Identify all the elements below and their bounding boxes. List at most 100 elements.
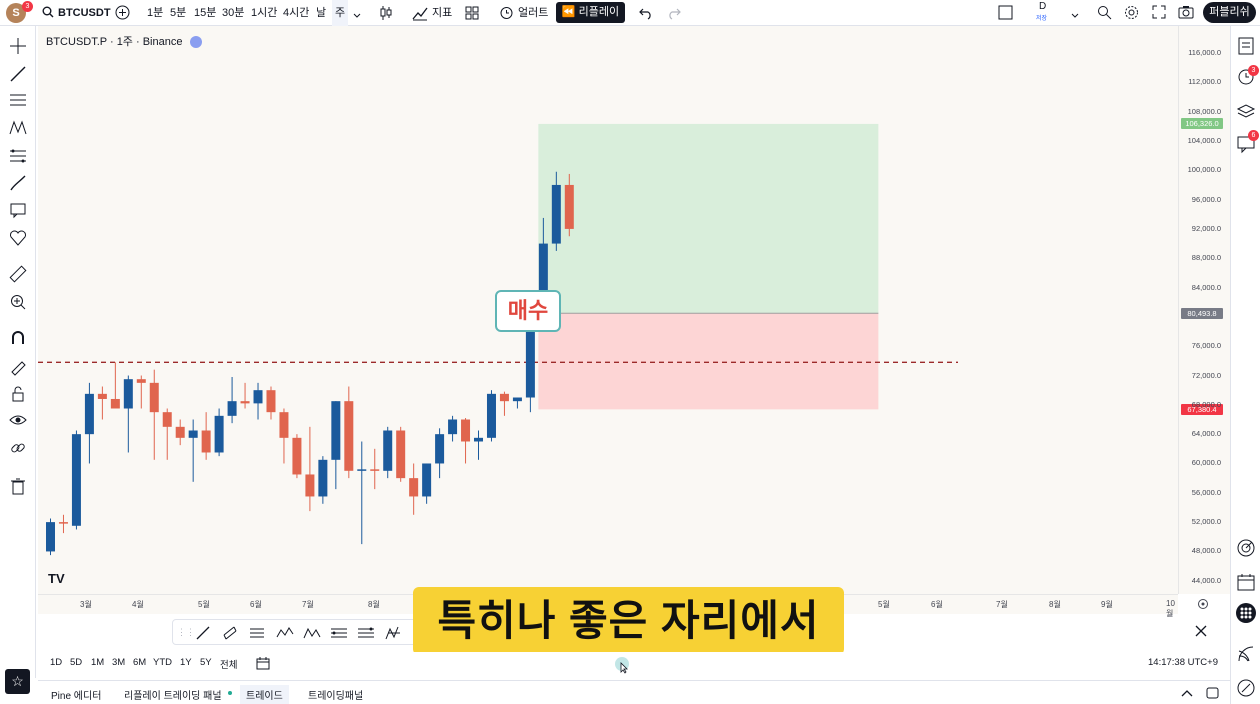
range-5d[interactable]: 5D bbox=[70, 657, 83, 668]
price-tick-label: 52,000.0 bbox=[1191, 517, 1221, 527]
interval-1h[interactable]: 1시간 bbox=[251, 7, 278, 19]
alarm-clock-icon[interactable] bbox=[499, 5, 514, 23]
price-tick-label: 84,000.0 bbox=[1191, 282, 1221, 292]
drag-handle-icon[interactable]: ⋮⋮ bbox=[177, 627, 195, 637]
pattern-a-tool-icon[interactable] bbox=[276, 625, 294, 646]
horizontal-lines-icon[interactable] bbox=[8, 90, 28, 110]
indicators-button[interactable]: 지표 bbox=[432, 7, 453, 19]
candle-body bbox=[318, 459, 328, 497]
undo-icon[interactable] bbox=[639, 6, 653, 23]
replay-button[interactable]: ⏪ 리플레이 bbox=[556, 2, 625, 23]
range-1d[interactable]: 1D bbox=[50, 657, 63, 668]
quick-search-icon[interactable] bbox=[1097, 5, 1112, 23]
pattern-icon[interactable] bbox=[8, 118, 28, 138]
range-5y[interactable]: 5Y bbox=[200, 657, 212, 668]
chevron-down-icon[interactable] bbox=[353, 10, 361, 22]
fullscreen-icon[interactable] bbox=[1152, 5, 1166, 22]
pattern-b-tool-icon[interactable] bbox=[303, 625, 321, 646]
fib-icon[interactable] bbox=[8, 146, 28, 166]
price-tick-label: 92,000.0 bbox=[1191, 223, 1221, 233]
candle-body bbox=[422, 463, 432, 497]
lock-icon[interactable] bbox=[8, 384, 28, 404]
chat-icon[interactable] bbox=[1236, 134, 1256, 154]
ruler-icon[interactable] bbox=[8, 264, 28, 284]
chevron-up-icon[interactable] bbox=[1181, 689, 1193, 700]
price-tick-label: 64,000.0 bbox=[1191, 429, 1221, 439]
elliott-tool-icon[interactable] bbox=[384, 625, 402, 646]
eye-icon[interactable] bbox=[8, 410, 28, 430]
range-all[interactable]: 전체 bbox=[220, 660, 238, 671]
heart-icon[interactable] bbox=[8, 228, 28, 248]
text-comment-icon[interactable] bbox=[8, 200, 28, 220]
crosshair-icon[interactable] bbox=[8, 36, 28, 56]
alert-button[interactable]: 얼러트 bbox=[518, 7, 549, 19]
price-scale[interactable]: 106,326.0 80,493.8 67,380.4 116,000.0 112… bbox=[1178, 26, 1230, 594]
close-icon[interactable] bbox=[1194, 624, 1208, 643]
range-3m[interactable]: 3M bbox=[112, 657, 126, 668]
symbol-name[interactable]: BTCUSDT bbox=[58, 7, 111, 19]
trash-icon[interactable] bbox=[8, 476, 28, 496]
layout-square-icon[interactable] bbox=[998, 5, 1013, 23]
scale-settings-icon[interactable] bbox=[1197, 597, 1209, 615]
tab-pine-editor[interactable]: Pine 에디터 bbox=[51, 691, 102, 702]
trend-line-icon[interactable] bbox=[8, 64, 28, 84]
redo-icon[interactable] bbox=[667, 6, 681, 23]
interval-4h[interactable]: 4시간 bbox=[283, 7, 310, 19]
price-tick-label: 104,000.0 bbox=[1187, 135, 1221, 145]
trend-line-tool-icon[interactable] bbox=[195, 625, 211, 646]
templates-icon[interactable] bbox=[465, 6, 479, 23]
alerts-clock-icon[interactable] bbox=[1236, 67, 1256, 87]
publish-button[interactable]: 퍼블리쉬 bbox=[1203, 2, 1256, 23]
maximize-panel-icon[interactable] bbox=[1206, 687, 1219, 702]
clock-timezone[interactable]: 14:17:38 UTC+9 bbox=[1148, 657, 1218, 668]
interval-week[interactable]: 주 bbox=[332, 0, 349, 26]
add-symbol-icon[interactable] bbox=[115, 5, 130, 23]
help-icon[interactable] bbox=[1236, 678, 1256, 698]
brush-icon[interactable] bbox=[8, 173, 28, 193]
candlestick-chart bbox=[38, 123, 958, 556]
range-ytd[interactable]: YTD bbox=[153, 657, 172, 668]
range-6m[interactable]: 6M bbox=[133, 657, 147, 668]
broadcast-icon[interactable] bbox=[1236, 644, 1256, 664]
price-tick-label: 56,000.0 bbox=[1191, 487, 1221, 497]
target-icon[interactable] bbox=[1236, 538, 1256, 558]
lock-drawing-icon[interactable] bbox=[8, 356, 28, 376]
buy-annotation[interactable]: 매수 bbox=[495, 290, 561, 332]
fib-b-tool-icon[interactable] bbox=[357, 625, 375, 646]
watchlist-icon[interactable] bbox=[1236, 36, 1256, 56]
fib-a-tool-icon[interactable] bbox=[330, 625, 348, 646]
link-icon[interactable] bbox=[8, 438, 28, 458]
interval-15m[interactable]: 15분 bbox=[194, 7, 217, 19]
chevron-down-icon[interactable] bbox=[1071, 10, 1079, 22]
tab-replay-trading-panel[interactable]: 리플레이 트레이딩 패널 bbox=[124, 691, 222, 702]
interval-1m[interactable]: 1분 bbox=[147, 7, 164, 19]
channel-tool-icon[interactable] bbox=[222, 625, 238, 646]
layout-name[interactable]: D bbox=[1039, 1, 1047, 12]
interval-30m[interactable]: 30분 bbox=[222, 7, 245, 19]
chart-pane[interactable]: BTCUSDT.P · 1주 · Binance 매수 TV bbox=[38, 26, 1178, 594]
camera-icon[interactable] bbox=[1178, 5, 1194, 22]
range-1y[interactable]: 1Y bbox=[180, 657, 192, 668]
calendar-icon[interactable] bbox=[1236, 572, 1256, 592]
candle-body bbox=[149, 382, 159, 413]
interval-day[interactable]: 날 bbox=[316, 7, 327, 19]
apps-grid-icon[interactable] bbox=[1236, 603, 1256, 623]
candle-body bbox=[525, 313, 535, 398]
magnet-icon[interactable] bbox=[8, 328, 28, 348]
range-1m[interactable]: 1M bbox=[91, 657, 105, 668]
settings-gear-icon[interactable] bbox=[1124, 5, 1139, 23]
parallel-lines-tool-icon[interactable] bbox=[249, 625, 265, 646]
candle-type-icon[interactable] bbox=[379, 5, 393, 24]
interval-5m[interactable]: 5분 bbox=[170, 7, 187, 19]
notification-badge: 3 bbox=[22, 1, 33, 12]
indicators-icon[interactable] bbox=[412, 5, 428, 24]
layers-icon[interactable] bbox=[1236, 101, 1256, 121]
search-icon[interactable] bbox=[42, 6, 54, 21]
tab-trade[interactable]: 트레이드 bbox=[240, 685, 289, 704]
zoom-in-icon[interactable] bbox=[8, 292, 28, 312]
star-watchlist-icon[interactable]: ☆ bbox=[5, 669, 30, 694]
chat-badge: 6 bbox=[1248, 130, 1259, 141]
user-avatar[interactable]: S bbox=[6, 3, 26, 23]
goto-date-icon[interactable] bbox=[256, 656, 270, 673]
tab-trading-panel[interactable]: 트레이딩패널 bbox=[308, 691, 364, 702]
